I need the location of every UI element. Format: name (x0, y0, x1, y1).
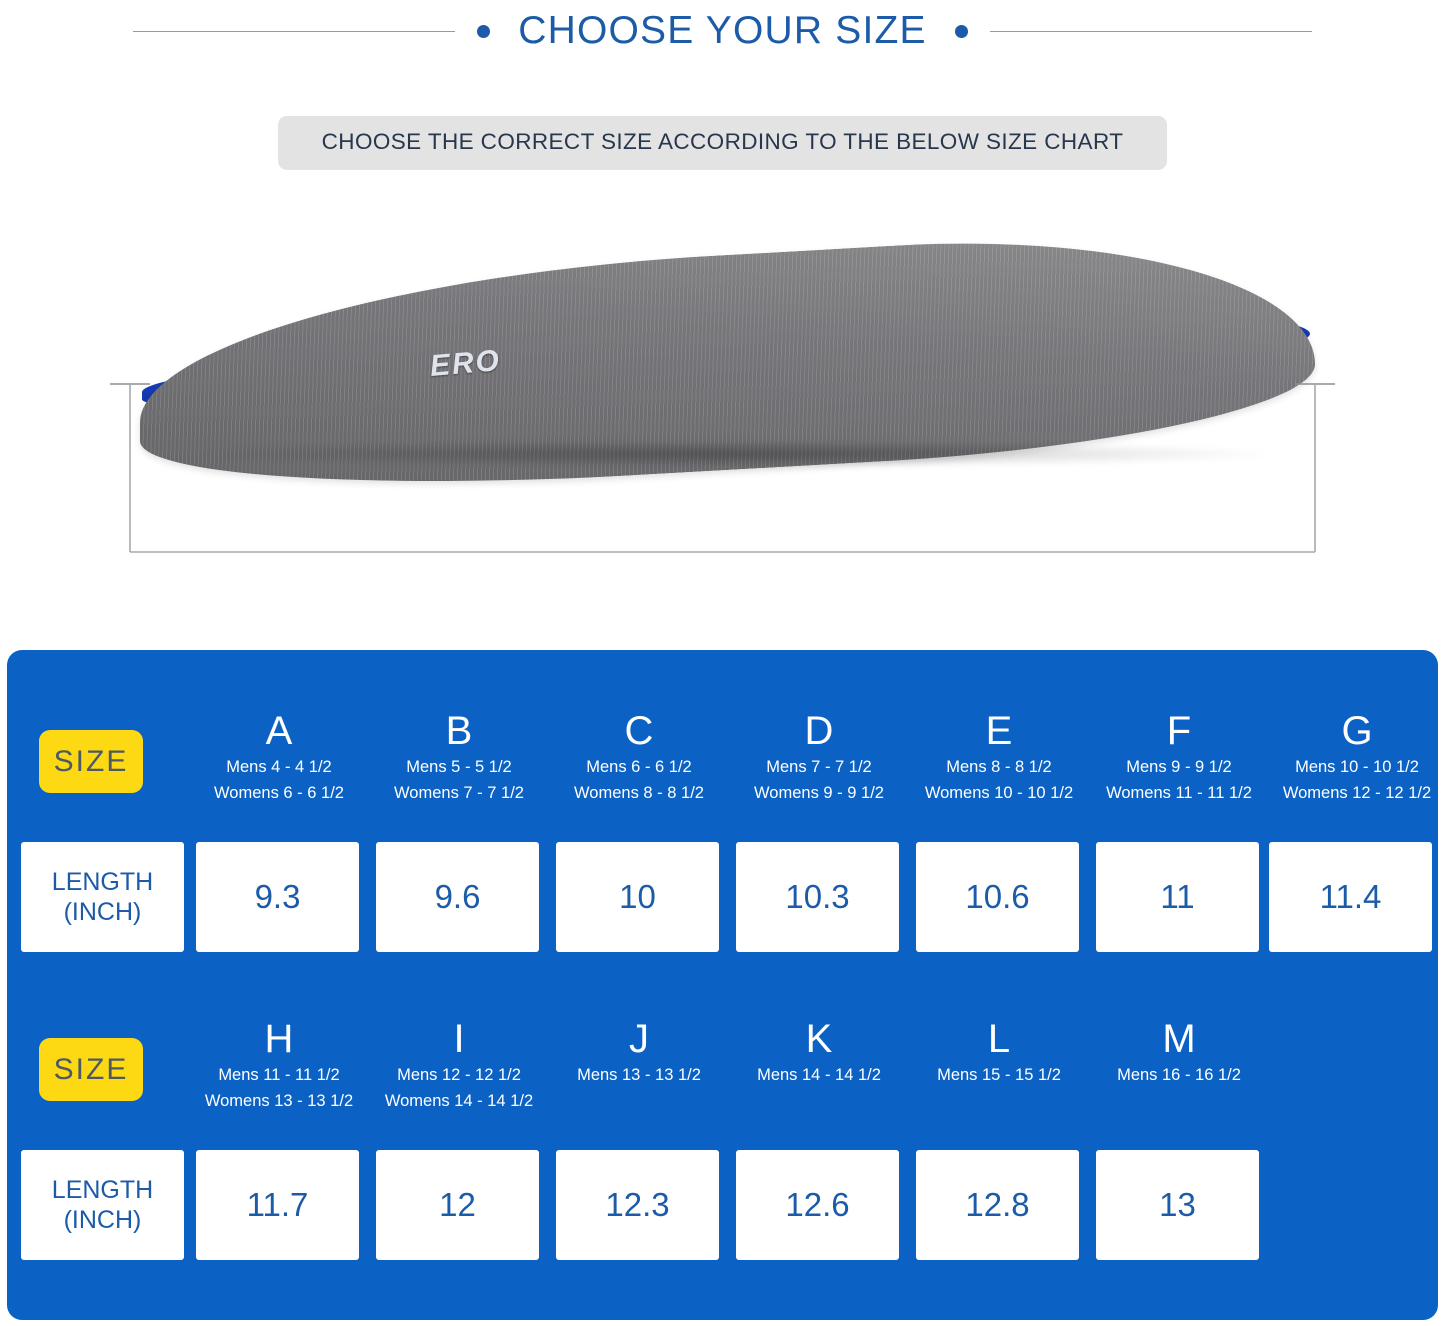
size-column-e: E Mens 8 - 8 1/2 Womens 10 - 10 1/2 (909, 708, 1089, 806)
size-mens: Mens 9 - 9 1/2 (1126, 758, 1232, 776)
length-label-row-2: LENGTH (INCH) (21, 1150, 184, 1260)
size-letter: B (445, 709, 473, 753)
size-mens: Mens 7 - 7 1/2 (766, 758, 872, 776)
size-mens: Mens 16 - 16 1/2 (1117, 1066, 1241, 1084)
size-letter: D (804, 709, 834, 753)
size-chart-panel: SIZE A Mens 4 - 4 1/2 Womens 6 - 6 1/2 B… (7, 650, 1438, 1320)
size-letter: J (629, 1017, 649, 1061)
insole-graphic: ERO (140, 222, 1315, 503)
size-mens: Mens 11 - 11 1/2 (218, 1066, 340, 1084)
length-label-line2: (INCH) (63, 1206, 142, 1234)
title-dot-left-icon (477, 24, 491, 38)
size-column-j: J Mens 13 - 13 1/2 (549, 1016, 729, 1088)
size-letter: M (1162, 1017, 1196, 1061)
size-column-b: B Mens 5 - 5 1/2 Womens 7 - 7 1/2 (369, 708, 549, 806)
size-column-m: M Mens 16 - 16 1/2 (1089, 1016, 1269, 1088)
size-mens: Mens 10 - 10 1/2 (1295, 758, 1419, 776)
size-womens: Womens 10 - 10 1/2 (924, 784, 1074, 802)
length-cell-f: 11 (1096, 842, 1259, 952)
size-womens: Womens 9 - 9 1/2 (754, 784, 884, 802)
size-badge-row-1: SIZE (39, 730, 143, 793)
size-letter: C (624, 709, 654, 753)
size-mens: Mens 12 - 12 1/2 (397, 1066, 521, 1084)
size-header-row-2: SIZE H Mens 11 - 11 1/2 Womens 13 - 13 1… (7, 1016, 1438, 1144)
size-letter: L (987, 1017, 1011, 1061)
size-column-i: I Mens 12 - 12 1/2 Womens 14 - 14 1/2 (369, 1016, 549, 1114)
size-column-d: D Mens 7 - 7 1/2 Womens 9 - 9 1/2 (729, 708, 909, 806)
length-cell-l: 12.8 (916, 1150, 1079, 1260)
title-dot-right-icon (954, 24, 968, 38)
size-column-k: K Mens 14 - 14 1/2 (729, 1016, 909, 1088)
size-column-l: L Mens 15 - 15 1/2 (909, 1016, 1089, 1088)
instruction-banner-wrap: CHOOSE THE CORRECT SIZE ACCORDING TO THE… (0, 116, 1445, 170)
length-label-line2: (INCH) (63, 898, 142, 926)
size-mens: Mens 6 - 6 1/2 (586, 758, 692, 776)
size-womens: Womens 8 - 8 1/2 (574, 784, 704, 802)
size-mens: Mens 15 - 15 1/2 (937, 1066, 1061, 1084)
instruction-banner: CHOOSE THE CORRECT SIZE ACCORDING TO THE… (277, 116, 1168, 170)
size-womens: Womens 11 - 11 1/2 (1106, 784, 1252, 802)
length-cell-c: 10 (556, 842, 719, 952)
size-mens: Mens 5 - 5 1/2 (406, 758, 512, 776)
size-womens: Womens 12 - 12 1/2 (1282, 784, 1432, 802)
size-letter: A (265, 709, 293, 753)
size-column-g: G Mens 10 - 10 1/2 Womens 12 - 12 1/2 (1267, 708, 1445, 806)
size-womens: Womens 14 - 14 1/2 (384, 1092, 534, 1110)
length-cell-j: 12.3 (556, 1150, 719, 1260)
size-column-f: F Mens 9 - 9 1/2 Womens 11 - 11 1/2 (1089, 708, 1269, 806)
size-mens: Mens 4 - 4 1/2 (226, 758, 332, 776)
size-womens: Womens 13 - 13 1/2 (204, 1092, 354, 1110)
size-header-row-1: SIZE A Mens 4 - 4 1/2 Womens 6 - 6 1/2 B… (7, 708, 1438, 836)
length-label-line1: LENGTH (51, 868, 154, 896)
length-cell-d: 10.3 (736, 842, 899, 952)
length-cell-m: 13 (1096, 1150, 1259, 1260)
length-cell-e: 10.6 (916, 842, 1079, 952)
length-cell-g: 11.4 (1269, 842, 1432, 952)
size-letter: K (805, 1017, 833, 1061)
size-column-a: A Mens 4 - 4 1/2 Womens 6 - 6 1/2 (189, 708, 369, 806)
size-mens: Mens 14 - 14 1/2 (757, 1066, 881, 1084)
length-cell-b: 9.6 (376, 842, 539, 952)
length-cell-a: 9.3 (196, 842, 359, 952)
size-mens: Mens 8 - 8 1/2 (946, 758, 1052, 776)
title-rule-right (989, 30, 1312, 32)
insole-brand-logo: ERO (428, 343, 503, 384)
size-column-h: H Mens 11 - 11 1/2 Womens 13 - 13 1/2 (189, 1016, 369, 1114)
length-cell-i: 12 (376, 1150, 539, 1260)
page-title: CHOOSE YOUR SIZE (518, 9, 927, 52)
length-label-line1: LENGTH (51, 1176, 154, 1204)
size-letter: G (1341, 709, 1373, 753)
size-womens: Womens 7 - 7 1/2 (394, 784, 524, 802)
length-row-1: LENGTH (INCH) 9.3 9.6 10 10.3 10.6 11 11… (7, 842, 1438, 964)
length-row-2: LENGTH (INCH) 11.7 12 12.3 12.6 12.8 13 (7, 1150, 1438, 1272)
length-cell-k: 12.6 (736, 1150, 899, 1260)
title-rule-left (133, 30, 456, 32)
product-illustration: ERO THE LENGTH OF INSOLES (0, 205, 1445, 808)
length-cell-h: 11.7 (196, 1150, 359, 1260)
size-mens: Mens 13 - 13 1/2 (577, 1066, 701, 1084)
size-letter: I (453, 1017, 465, 1061)
size-column-c: C Mens 6 - 6 1/2 Womens 8 - 8 1/2 (549, 708, 729, 806)
size-letter: H (264, 1017, 294, 1061)
page-header: CHOOSE YOUR SIZE (0, 0, 1445, 62)
insole-drop-shadow (200, 441, 1270, 467)
size-badge-row-2: SIZE (39, 1038, 143, 1101)
size-womens: Womens 6 - 6 1/2 (214, 784, 344, 802)
length-label-row-1: LENGTH (INCH) (21, 842, 184, 952)
size-letter: E (985, 709, 1013, 753)
size-letter: F (1166, 709, 1192, 753)
